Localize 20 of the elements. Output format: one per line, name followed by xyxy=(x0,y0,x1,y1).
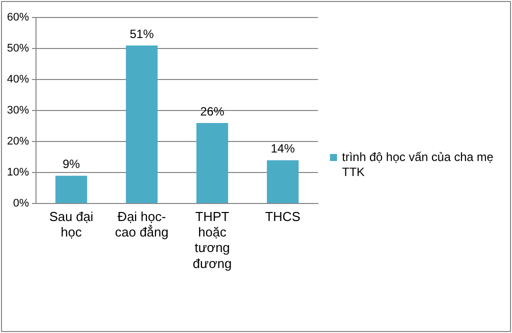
x-tick-label: THCS xyxy=(265,208,301,224)
bar xyxy=(196,123,228,204)
data-label: 9% xyxy=(62,157,80,172)
x-tick-label: Đại học-cao đẳng xyxy=(115,208,169,240)
y-tick-label: 20% xyxy=(6,136,30,148)
legend-label: trình độ học vấn của cha mẹ TTK xyxy=(342,150,494,180)
data-label: 51% xyxy=(130,26,154,41)
x-tick-label: THPT hoặc tương đương xyxy=(192,208,232,271)
y-tick-label: 40% xyxy=(6,74,30,86)
y-tick-label: 10% xyxy=(6,166,30,179)
x-tick-label: Sau đại học xyxy=(49,208,94,240)
y-tick-label: 0% xyxy=(13,198,30,210)
y-tick-label: 60% xyxy=(6,12,30,24)
data-label: 26% xyxy=(200,104,225,118)
y-tick-label: 30% xyxy=(6,104,30,117)
bar xyxy=(126,46,158,204)
y-tick-label: 50% xyxy=(6,42,30,55)
bar xyxy=(55,176,88,204)
data-label: 14% xyxy=(270,142,296,156)
bar xyxy=(266,160,299,204)
